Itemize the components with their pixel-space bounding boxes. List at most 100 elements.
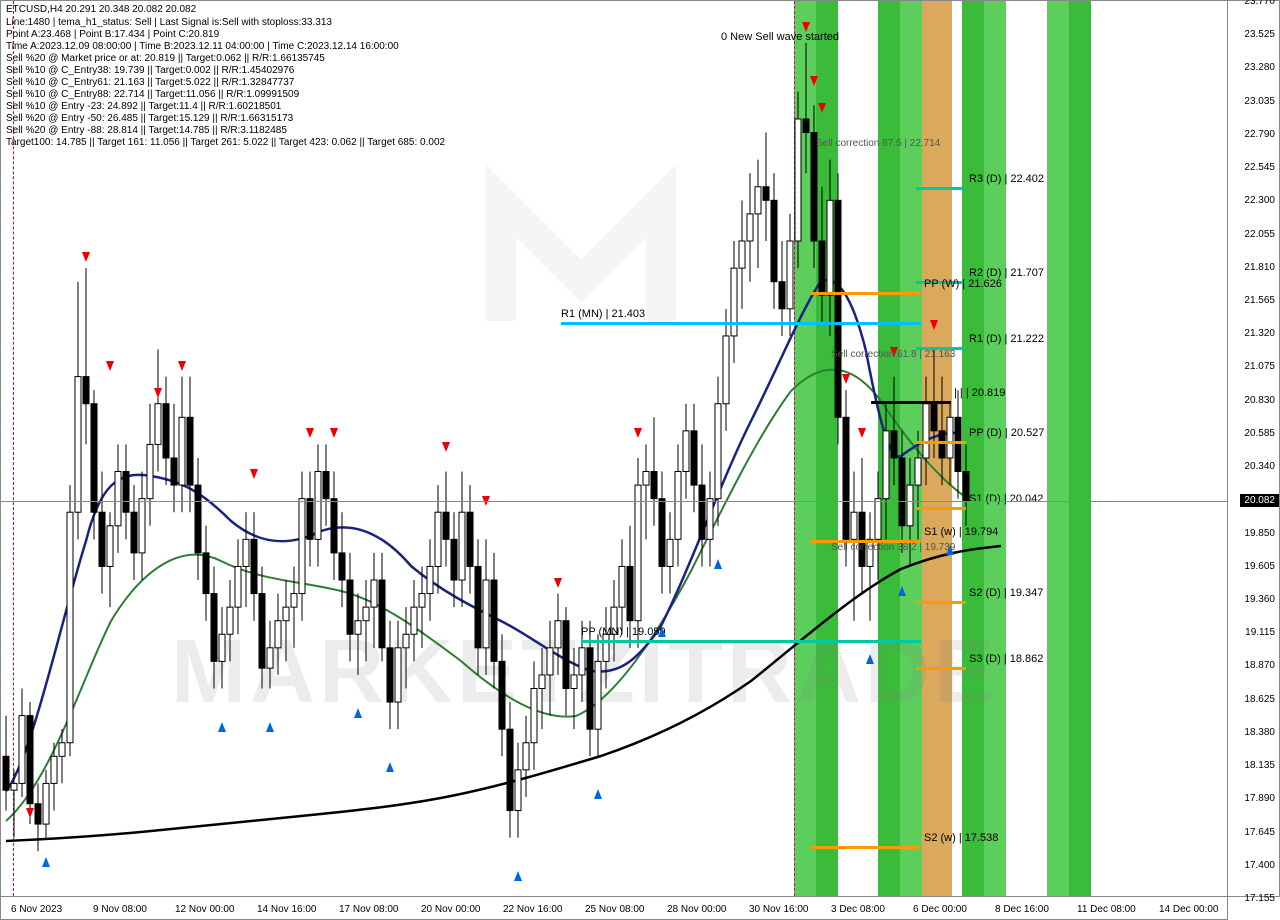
level-label: S2 (D) | 19.347 bbox=[969, 587, 1043, 599]
price-axis: 23.77023.52523.28023.03522.79022.54522.3… bbox=[1228, 0, 1280, 897]
chart-area[interactable]: MARKETZITRADE R3 (D) | 22.402R2 (D) | 21… bbox=[0, 0, 1228, 897]
arrow-down-icon bbox=[82, 252, 90, 262]
arrow-up-icon bbox=[386, 762, 394, 772]
time-zone bbox=[816, 1, 838, 896]
price-tick: 20.830 bbox=[1244, 395, 1275, 406]
arrow-up-icon bbox=[514, 871, 522, 881]
time-zone bbox=[878, 1, 900, 896]
price-tick: 18.870 bbox=[1244, 660, 1275, 671]
info-line: Sell %10 @ Entry -23: 24.892 || Target:1… bbox=[6, 101, 281, 112]
level-label: PP (W) | 21.626 bbox=[924, 278, 1002, 290]
price-tick: 20.340 bbox=[1244, 461, 1275, 472]
level-line bbox=[581, 640, 921, 643]
price-tick: 17.155 bbox=[1244, 893, 1275, 904]
level-line bbox=[561, 322, 921, 325]
arrow-down-icon bbox=[554, 578, 562, 588]
arrow-down-icon bbox=[154, 388, 162, 398]
wave-label: 0 New Sell wave started bbox=[721, 31, 839, 43]
price-tick: 19.850 bbox=[1244, 528, 1275, 539]
arrow-down-icon bbox=[330, 428, 338, 438]
price-tick: 17.645 bbox=[1244, 827, 1275, 838]
time-zone bbox=[984, 1, 1006, 896]
arrow-up-icon bbox=[866, 654, 874, 664]
level-line bbox=[916, 667, 966, 670]
arrow-up-icon bbox=[218, 722, 226, 732]
price-tick: 21.565 bbox=[1244, 295, 1275, 306]
price-tick: 19.360 bbox=[1244, 594, 1275, 605]
price-tick: 23.525 bbox=[1244, 29, 1275, 40]
level-label: S3 (D) | 18.862 bbox=[969, 653, 1043, 665]
arrow-down-icon bbox=[818, 103, 826, 113]
watermark-logo bbox=[461, 121, 701, 366]
price-tick: 19.115 bbox=[1245, 627, 1275, 638]
level-label: S1 (D) | 20.042 bbox=[969, 493, 1043, 505]
correction-label: Sell correction 38.2 | 19.739 bbox=[831, 542, 955, 553]
correction-label: Sell correction 61.8 | 21.163 bbox=[831, 349, 955, 360]
arrow-down-icon bbox=[842, 374, 850, 384]
current-price-box: 20.082 bbox=[1240, 494, 1279, 507]
price-tick: 20.585 bbox=[1244, 428, 1275, 439]
time-zone bbox=[922, 1, 952, 896]
price-tick: 21.810 bbox=[1244, 262, 1275, 273]
price-tick: 23.035 bbox=[1244, 96, 1275, 107]
price-tick: 22.300 bbox=[1244, 195, 1275, 206]
arrow-up-icon bbox=[714, 559, 722, 569]
time-tick: 30 Nov 16:00 bbox=[749, 904, 809, 915]
price-tick: 18.380 bbox=[1244, 727, 1275, 738]
info-line: Sell %20 @ Market price or at: 20.819 ||… bbox=[6, 53, 325, 64]
price-tick: 23.770 bbox=[1244, 0, 1275, 7]
level-line bbox=[871, 401, 951, 404]
level-label: | | | 20.819 bbox=[954, 387, 1005, 399]
info-line: Sell %10 @ C_Entry38: 19.739 || Target:0… bbox=[6, 65, 294, 76]
correction-label: Sell correction 87.5 | 22.714 bbox=[816, 138, 940, 149]
info-line: Time A:2023.12.09 08:00:00 | Time B:2023… bbox=[6, 41, 399, 52]
arrow-down-icon bbox=[810, 76, 818, 86]
info-line: Line:1480 | tema_h1_status: Sell | Last … bbox=[6, 17, 332, 28]
arrow-up-icon bbox=[658, 627, 666, 637]
vertical-dash-line bbox=[794, 1, 795, 896]
time-tick: 11 Dec 08:00 bbox=[1077, 904, 1136, 915]
level-label: R3 (D) | 22.402 bbox=[969, 173, 1044, 185]
arrow-down-icon bbox=[306, 428, 314, 438]
level-line bbox=[916, 441, 966, 444]
info-line: Sell %10 @ C_Entry61: 21.163 || Target:5… bbox=[6, 77, 294, 88]
arrow-down-icon bbox=[26, 808, 34, 818]
arrow-down-icon bbox=[930, 320, 938, 330]
level-label: PP (MN) | 19.059 bbox=[581, 626, 666, 638]
info-line: Sell %20 @ Entry -88: 28.814 || Target:1… bbox=[6, 125, 287, 136]
price-tick: 17.400 bbox=[1244, 860, 1275, 871]
time-tick: 9 Nov 08:00 bbox=[93, 904, 147, 915]
time-zone bbox=[794, 1, 816, 896]
price-tick: 18.625 bbox=[1244, 694, 1275, 705]
info-line: Sell %10 @ C_Entry88: 22.714 || Target:1… bbox=[6, 89, 299, 100]
time-zone bbox=[962, 1, 984, 896]
price-tick: 22.790 bbox=[1244, 129, 1275, 140]
time-tick: 25 Nov 08:00 bbox=[585, 904, 645, 915]
time-tick: 3 Dec 08:00 bbox=[831, 904, 885, 915]
time-zone bbox=[1047, 1, 1069, 896]
level-label: S2 (w) | 17.538 bbox=[924, 832, 998, 844]
price-tick: 22.545 bbox=[1244, 162, 1275, 173]
time-tick: 20 Nov 00:00 bbox=[421, 904, 481, 915]
arrow-down-icon bbox=[634, 428, 642, 438]
level-line bbox=[811, 846, 921, 849]
level-line bbox=[916, 601, 966, 604]
arrow-down-icon bbox=[442, 442, 450, 452]
time-tick: 22 Nov 16:00 bbox=[503, 904, 563, 915]
arrow-up-icon bbox=[594, 789, 602, 799]
price-tick: 21.320 bbox=[1244, 328, 1275, 339]
arrow-up-icon bbox=[42, 857, 50, 867]
level-line bbox=[916, 507, 966, 510]
arrow-down-icon bbox=[106, 361, 114, 371]
level-label: S1 (w) | 19.794 bbox=[924, 526, 998, 538]
time-tick: 8 Dec 16:00 bbox=[995, 904, 1049, 915]
time-tick: 14 Dec 00:00 bbox=[1159, 904, 1219, 915]
level-label: PP (D) | 20.527 bbox=[969, 427, 1044, 439]
info-line: Sell %20 @ Entry -50: 26.485 || Target:1… bbox=[6, 113, 293, 124]
time-tick: 12 Nov 00:00 bbox=[175, 904, 235, 915]
time-axis: 6 Nov 20239 Nov 08:0012 Nov 00:0014 Nov … bbox=[0, 897, 1228, 920]
time-tick: 17 Nov 08:00 bbox=[339, 904, 399, 915]
price-tick: 21.075 bbox=[1244, 361, 1275, 372]
info-line: Target100: 14.785 || Target 161: 11.056 … bbox=[6, 137, 445, 148]
price-tick: 22.055 bbox=[1244, 229, 1275, 240]
